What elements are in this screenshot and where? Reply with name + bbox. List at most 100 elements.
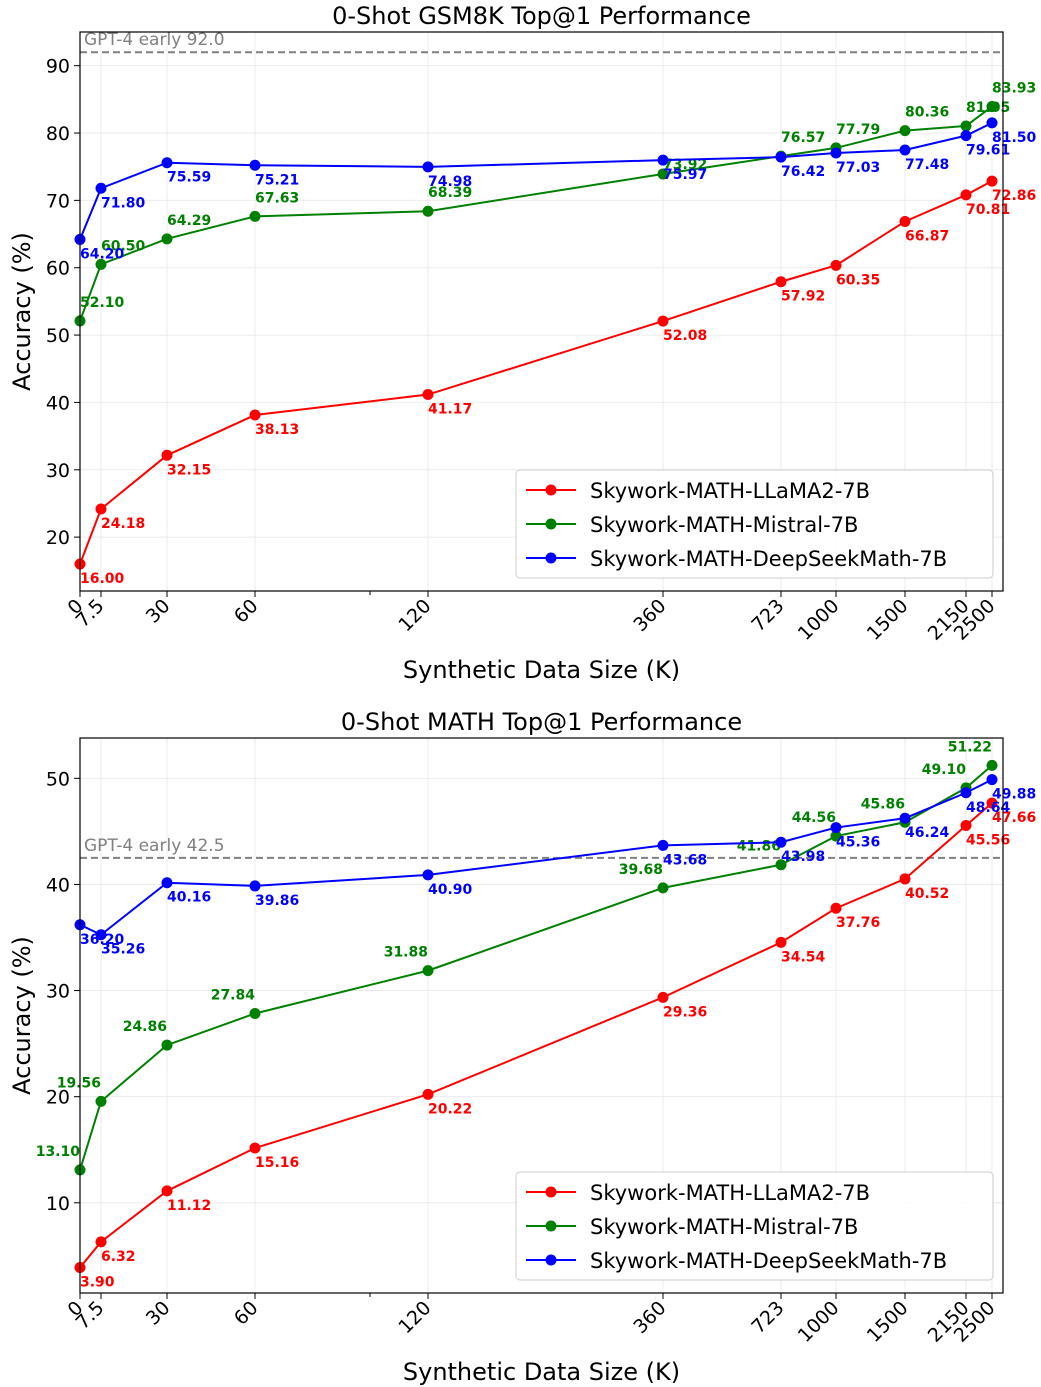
legend-entry: Skywork-MATH-Mistral-7B xyxy=(590,1215,858,1239)
data-label: 60.50 xyxy=(101,238,146,254)
data-label: 6.32 xyxy=(101,1249,136,1265)
x-tick-label: 120 xyxy=(394,595,435,636)
data-point xyxy=(960,819,972,831)
data-label: 74.98 xyxy=(428,174,472,190)
data-point xyxy=(775,151,787,163)
legend-marker xyxy=(545,518,557,530)
data-point xyxy=(986,101,998,113)
data-label: 46.24 xyxy=(905,825,950,841)
data-label: 20.22 xyxy=(428,1101,472,1117)
data-label: 77.79 xyxy=(836,122,880,138)
data-point xyxy=(249,880,261,892)
legend-marker xyxy=(545,484,557,496)
y-tick-label: 40 xyxy=(46,874,70,896)
data-point xyxy=(422,389,434,401)
data-label: 75.59 xyxy=(167,170,211,186)
series-Skywork-MATH-Mistral-7B: 52.10 60.50 64.29 67.63 68.39 73.92 76.57 77.79… xyxy=(74,81,1036,327)
data-point xyxy=(657,882,669,894)
data-label: 75.97 xyxy=(663,167,707,183)
data-label: 71.80 xyxy=(101,195,146,211)
data-point xyxy=(960,120,972,132)
data-point xyxy=(830,259,842,271)
data-label: 40.16 xyxy=(167,890,211,906)
data-label: 49.10 xyxy=(922,762,967,778)
y-tick-label: 90 xyxy=(46,56,70,78)
data-label: 67.63 xyxy=(255,190,299,206)
data-point xyxy=(249,210,261,222)
data-point xyxy=(775,936,787,948)
y-tick-label: 20 xyxy=(46,527,70,549)
data-point xyxy=(422,965,434,977)
y-tick-label: 30 xyxy=(46,460,70,482)
data-label: 77.03 xyxy=(836,160,880,176)
data-point xyxy=(249,1142,261,1154)
chart-panel-1: GPT-4 early 92.0 16.00 24.18 32.15 38.13 41.1… xyxy=(8,2,1037,684)
legend-entry: Skywork-MATH-DeepSeekMath-7B xyxy=(590,547,947,571)
data-point xyxy=(830,830,842,842)
data-point xyxy=(422,1088,434,1100)
data-label: 34.54 xyxy=(781,949,826,965)
legend-entry: Skywork-MATH-DeepSeekMath-7B xyxy=(590,1249,947,1273)
data-label: 57.92 xyxy=(781,289,825,305)
data-label: 27.84 xyxy=(211,987,256,1003)
y-tick-label: 10 xyxy=(46,1193,70,1215)
data-label: 76.42 xyxy=(781,164,825,180)
data-point xyxy=(249,409,261,421)
y-tick-label: 30 xyxy=(46,981,70,1003)
y-tick-label: 20 xyxy=(46,1087,70,1109)
legend-box xyxy=(515,469,994,579)
x-tick-label: 723 xyxy=(747,595,788,636)
data-label: 76.57 xyxy=(781,130,825,146)
data-label: 80.36 xyxy=(905,105,949,121)
series-Skywork-MATH-LLaMA2-7B: 16.00 24.18 32.15 38.13 41.17 52.08 57.92 60.35… xyxy=(74,175,1036,587)
data-label: 11.12 xyxy=(167,1198,211,1214)
legend-marker xyxy=(545,1186,557,1198)
data-label: 52.10 xyxy=(80,295,125,311)
data-point xyxy=(161,877,173,889)
data-point xyxy=(986,175,998,187)
data-point xyxy=(657,839,669,851)
data-label: 64.20 xyxy=(80,246,125,262)
data-label: 24.18 xyxy=(101,516,145,532)
data-point xyxy=(249,159,261,171)
y-tick-label: 40 xyxy=(46,392,70,414)
data-point xyxy=(95,1095,107,1107)
data-point xyxy=(95,1236,107,1248)
data-point xyxy=(657,168,669,180)
x-tick-label: 723 xyxy=(747,1297,788,1338)
y-tick-label: 60 xyxy=(46,258,70,280)
data-point xyxy=(161,1185,173,1197)
x-tick-label: 60 xyxy=(230,1297,263,1330)
series-line xyxy=(79,122,993,240)
data-point xyxy=(161,233,173,245)
axes-frame xyxy=(79,31,1004,592)
data-point xyxy=(830,902,842,914)
legend-entry: Skywork-MATH-LLaMA2-7B xyxy=(590,479,870,503)
data-point xyxy=(657,315,669,327)
data-label: 68.39 xyxy=(428,185,472,201)
series-Skywork-MATH-Mistral-7B: 13.10 19.56 24.86 27.84 31.88 39.68 41.86 44.56… xyxy=(36,739,998,1176)
x-tick-label: 360 xyxy=(629,595,670,636)
data-label: 31.88 xyxy=(384,945,428,961)
data-point xyxy=(899,812,911,824)
chart-title: 0-Shot GSM8K Top@1 Performance xyxy=(332,2,751,30)
y-tick-label: 70 xyxy=(46,190,70,212)
x-tick-label: 1500 xyxy=(863,595,913,645)
data-label: 60.35 xyxy=(836,272,880,288)
data-label: 40.90 xyxy=(428,882,473,898)
data-label: 77.48 xyxy=(905,157,949,173)
data-label: 83.93 xyxy=(992,81,1036,97)
x-tick-label: 30 xyxy=(142,595,175,628)
data-point xyxy=(161,1039,173,1051)
legend-marker xyxy=(545,1220,557,1232)
series-Skywork-MATH-LLaMA2-7B: 3.90 6.32 11.12 15.16 20.22 29.36 34.54 37.76 40… xyxy=(74,797,1036,1291)
x-tick-label: 1500 xyxy=(863,1297,913,1347)
data-point xyxy=(657,154,669,166)
data-label: 43.98 xyxy=(781,849,825,865)
data-point xyxy=(960,130,972,142)
data-point xyxy=(161,157,173,169)
data-point xyxy=(960,189,972,201)
x-tick-label: 1000 xyxy=(794,1297,844,1347)
data-label: 32.15 xyxy=(167,462,211,478)
